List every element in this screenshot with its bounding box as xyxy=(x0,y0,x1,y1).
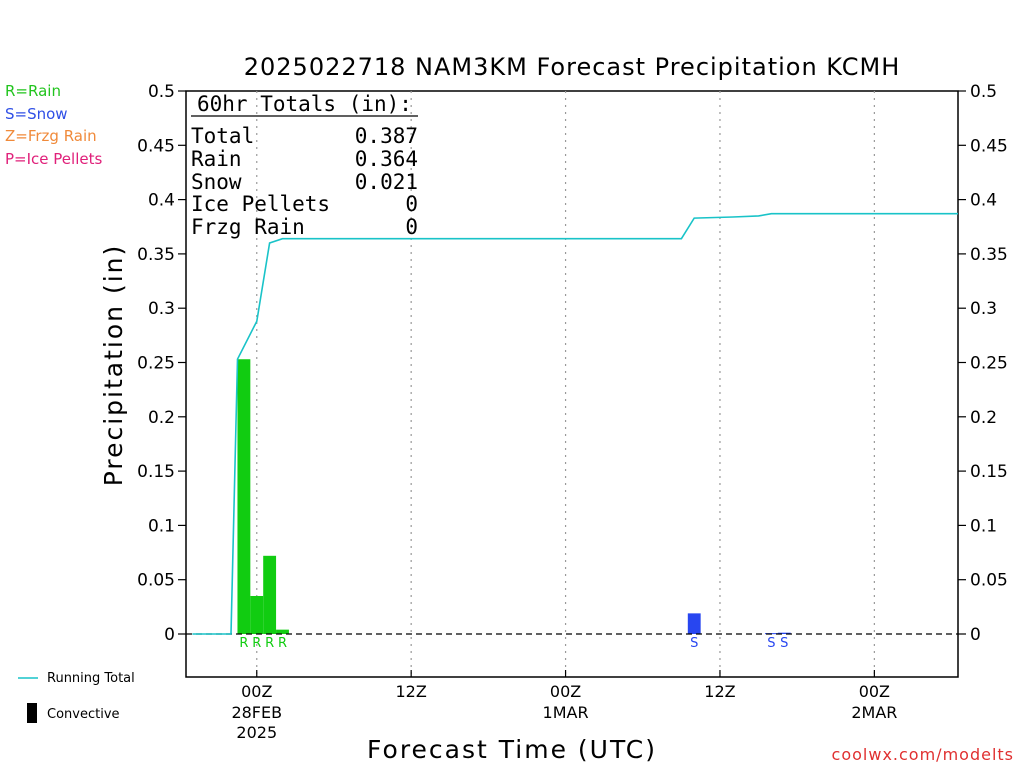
precip-bar-rain xyxy=(263,555,277,634)
x-tick-label: 12Z xyxy=(396,682,427,701)
precip-type-label: R xyxy=(265,636,274,651)
credit-text: coolwx.com/modelts xyxy=(832,745,1014,764)
totals-header: 60hr Totals (in): xyxy=(197,92,412,116)
totals-label-ice-pellets: Ice Pellets xyxy=(191,192,330,216)
totals-label-total: Total xyxy=(191,124,254,148)
x-tick-sublabel: 1MAR xyxy=(543,703,589,722)
precip-bar-rain xyxy=(250,595,264,634)
x-tick-label: 00Z xyxy=(550,682,581,701)
y-tick-label-left: 0.1 xyxy=(148,516,175,536)
legend-key-snow: S=Snow xyxy=(5,105,68,123)
precip-type-label: R xyxy=(278,636,287,651)
convective-legend-label: Convective xyxy=(47,707,120,722)
x-tick-sublabel: 28FEB xyxy=(231,703,282,722)
legend-key-rain: R=Rain xyxy=(5,82,61,100)
precip-bar-rain xyxy=(237,359,251,634)
y-tick-label-left: 0.25 xyxy=(137,354,175,374)
x-tick-label: 00Z xyxy=(241,682,272,701)
precip-type-legend: R=Rain S=Snow Z=Frzg Rain P=Ice Pellets xyxy=(5,82,102,168)
precip-type-label: S xyxy=(780,636,788,651)
totals-value-total: 0.387 xyxy=(355,124,418,148)
precip-type-label: S xyxy=(767,636,775,651)
y-tick-label-right: 0 xyxy=(970,625,981,645)
y-tick-label-left: 0.3 xyxy=(148,299,175,319)
grid-lines xyxy=(256,91,875,677)
y-tick-label-left: 0.5 xyxy=(148,82,175,102)
precip-type-label: R xyxy=(252,636,261,651)
totals-box: 60hr Totals (in): Total 0.387 Rain 0.364… xyxy=(191,92,418,239)
totals-value-rain: 0.364 xyxy=(355,147,418,171)
running-total-line xyxy=(192,212,958,635)
y-tick-label-right: 0.5 xyxy=(970,82,997,102)
y-tick-label-left: 0.15 xyxy=(137,462,175,482)
running-total-legend-label: Running Total xyxy=(47,671,135,686)
x-tick-label: 12Z xyxy=(704,682,735,701)
y-tick-label-right: 0.4 xyxy=(970,191,997,211)
y-axis-label: Precipitation (in) xyxy=(99,244,128,487)
y-tick-label-left: 0.2 xyxy=(148,408,175,428)
totals-label-frzg-rain: Frzg Rain xyxy=(191,215,305,239)
convective-swatch xyxy=(27,703,37,723)
precip-bar-snow xyxy=(777,632,791,634)
y-tick-label-left: 0 xyxy=(164,625,175,645)
y-axis-left: 0 0.05 0.1 0.15 0.2 0.25 0.3 0.35 0.4 0.45 0.5 xyxy=(137,82,186,645)
precip-bar-rain xyxy=(276,629,289,634)
y-tick-label-left: 0.35 xyxy=(137,245,175,265)
legend-key-frzg-rain: Z=Frzg Rain xyxy=(5,127,97,145)
y-tick-label-right: 0.25 xyxy=(970,354,1008,374)
y-tick-label-right: 0.3 xyxy=(970,299,997,319)
x-tick-sublabel: 2MAR xyxy=(851,703,897,722)
plot-frame xyxy=(185,90,959,678)
y-tick-label-right: 0.2 xyxy=(970,408,997,428)
totals-value-ice-pellets: 0 xyxy=(405,192,418,216)
x-axis-label: Forecast Time (UTC) xyxy=(367,735,657,764)
precip-type-label: S xyxy=(690,636,698,651)
x-tick-sublabel: 2025 xyxy=(236,723,277,742)
y-tick-label-right: 0.45 xyxy=(970,136,1008,156)
y-axis-right: 0 0.05 0.1 0.15 0.2 0.25 0.3 0.35 0.4 0.45 0.5 xyxy=(958,82,1008,645)
precip-type-label: R xyxy=(239,636,248,651)
y-tick-label-right: 0.1 xyxy=(970,516,997,536)
chart-title: 2025022718 NAM3KM Forecast Precipitation… xyxy=(244,53,901,81)
y-tick-label-left: 0.05 xyxy=(137,571,175,591)
legend-key-ice-pellets: P=Ice Pellets xyxy=(5,150,102,168)
totals-value-snow: 0.021 xyxy=(355,170,418,194)
y-tick-label-right: 0.35 xyxy=(970,245,1008,265)
totals-label-snow: Snow xyxy=(191,170,242,194)
y-tick-label-left: 0.4 xyxy=(148,191,175,211)
x-tick-label: 00Z xyxy=(859,682,890,701)
series-legend: Running Total Convective xyxy=(18,671,135,723)
precip-bars xyxy=(237,359,791,635)
totals-value-frzg-rain: 0 xyxy=(405,215,418,239)
y-tick-label-right: 0.15 xyxy=(970,462,1008,482)
totals-label-rain: Rain xyxy=(191,147,242,171)
y-tick-label-right: 0.05 xyxy=(970,571,1008,591)
precip-bar-snow xyxy=(687,613,701,634)
y-tick-label-left: 0.45 xyxy=(137,136,175,156)
